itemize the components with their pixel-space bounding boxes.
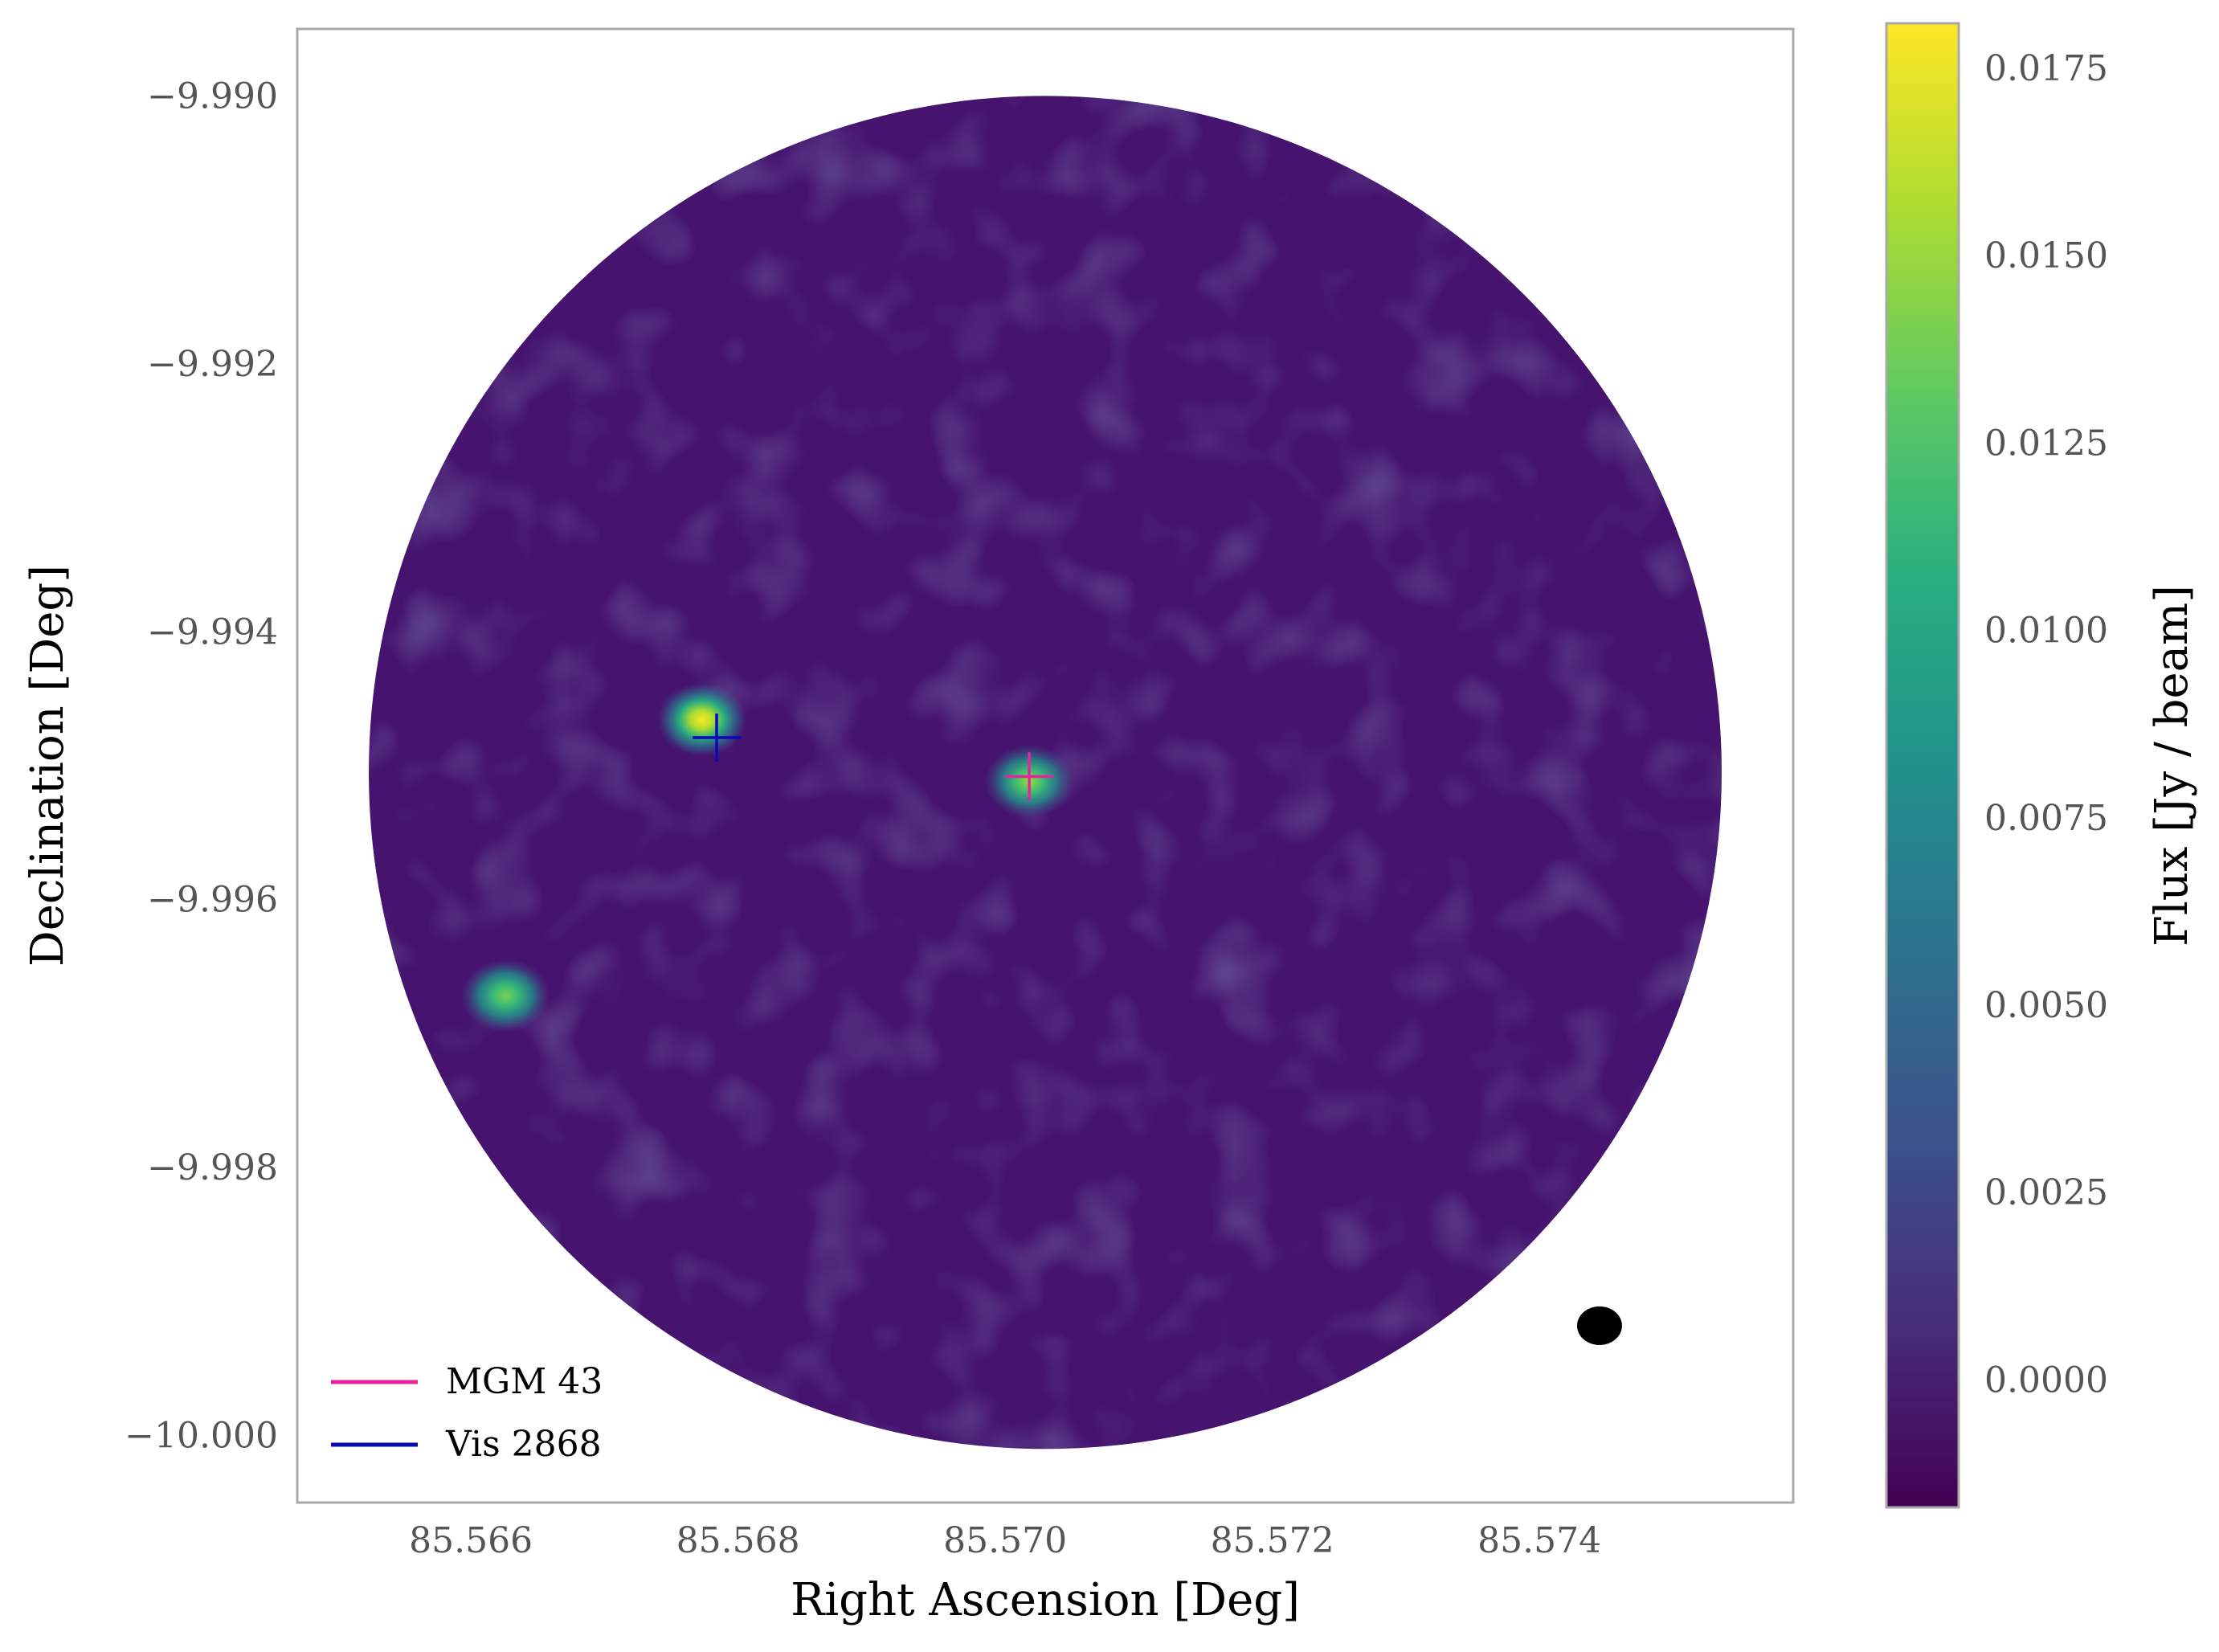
y-tick-label: −9.990 [147, 76, 278, 117]
y-tick-label: −9.994 [147, 611, 278, 652]
source-blob [460, 959, 551, 1033]
legend-label-vis2868: Vis 2868 [445, 1424, 602, 1465]
legend: MGM 43 Vis 2868 [331, 1361, 603, 1465]
colorbar-tick-label: 0.0050 [1984, 985, 2108, 1026]
colorbar-tick-label: 0.0100 [1984, 611, 2108, 652]
source-blob [656, 682, 747, 757]
x-tick-label: 85.568 [676, 1520, 800, 1561]
colorbar-ticks: 0.0000 0.0025 0.0050 0.0075 0.0100 0.0125 0.01… [1984, 48, 2108, 1401]
colorbar-tick-label: 0.0000 [1984, 1360, 2108, 1401]
colorbar-title: Flux [Jy / beam] [2146, 585, 2198, 947]
y-tick-label: −10.000 [125, 1416, 278, 1457]
colorbar-tick-label: 0.0175 [1984, 48, 2108, 89]
colorbar-tick-label: 0.0075 [1984, 798, 2108, 839]
x-tick-label: 85.570 [943, 1520, 1067, 1561]
y-axis-ticks: −9.990 −9.992 −9.994 −9.996 −9.998 −10.000 [125, 76, 278, 1456]
x-axis-ticks: 85.566 85.568 85.570 85.572 85.574 [409, 1520, 1601, 1561]
plot-frame [296, 27, 1795, 1504]
flux-image [369, 96, 1722, 1450]
markers-layer [693, 713, 1622, 1345]
x-tick-label: 85.566 [409, 1520, 533, 1561]
colorbar-gradient [1885, 22, 1960, 1509]
x-axis-title: Right Ascension [Deg] [791, 1574, 1300, 1626]
x-tick-label: 85.574 [1477, 1520, 1601, 1561]
y-tick-label: −9.996 [147, 880, 278, 921]
colorbar-tick-label: 0.0125 [1984, 423, 2108, 464]
y-axis-title: Declination [Deg] [22, 565, 74, 967]
marker-vis-2868 [693, 713, 742, 762]
legend-label-mgm43: MGM 43 [446, 1361, 603, 1402]
beam-ellipse [1576, 1306, 1622, 1345]
y-tick-label: −9.992 [147, 344, 278, 385]
y-tick-label: −9.998 [147, 1147, 278, 1188]
x-tick-label: 85.572 [1211, 1520, 1334, 1561]
colorbar: 0.0000 0.0025 0.0050 0.0075 0.0100 0.0125 0.01… [1885, 22, 2198, 1509]
colorbar-tick-label: 0.0150 [1984, 235, 2108, 276]
marker-mgm-43 [1005, 752, 1054, 801]
colorbar-tick-label: 0.0025 [1984, 1172, 2108, 1213]
